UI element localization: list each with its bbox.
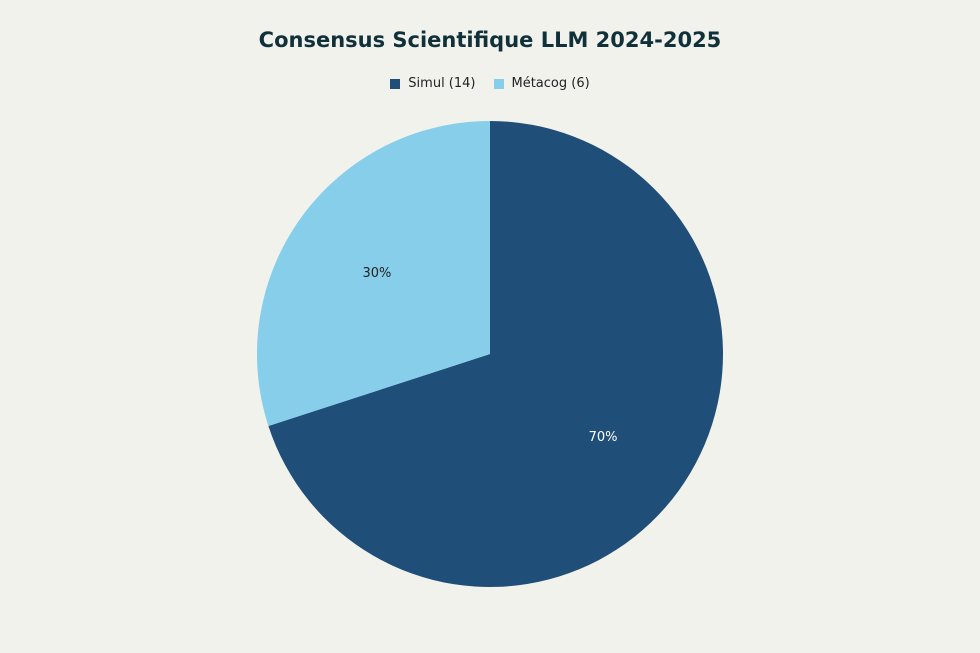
chart-title: Consensus Scientifique LLM 2024-2025 (258, 28, 722, 52)
pie-slice-0[interactable] (268, 121, 723, 587)
legend-item-simul[interactable]: Simul (14) (390, 76, 476, 91)
pie-slice-1[interactable] (257, 121, 490, 427)
legend-label: Métacog (6) (511, 76, 590, 91)
legend-swatch (493, 78, 504, 89)
legend-swatch (390, 78, 401, 89)
legend-item-metacog[interactable]: Métacog (6) (493, 76, 590, 91)
slice-label: 70% (589, 430, 618, 445)
legend-label: Simul (14) (408, 76, 476, 91)
legend: Simul (14) Métacog (6) (0, 76, 980, 91)
slice-label: 30% (362, 266, 391, 281)
